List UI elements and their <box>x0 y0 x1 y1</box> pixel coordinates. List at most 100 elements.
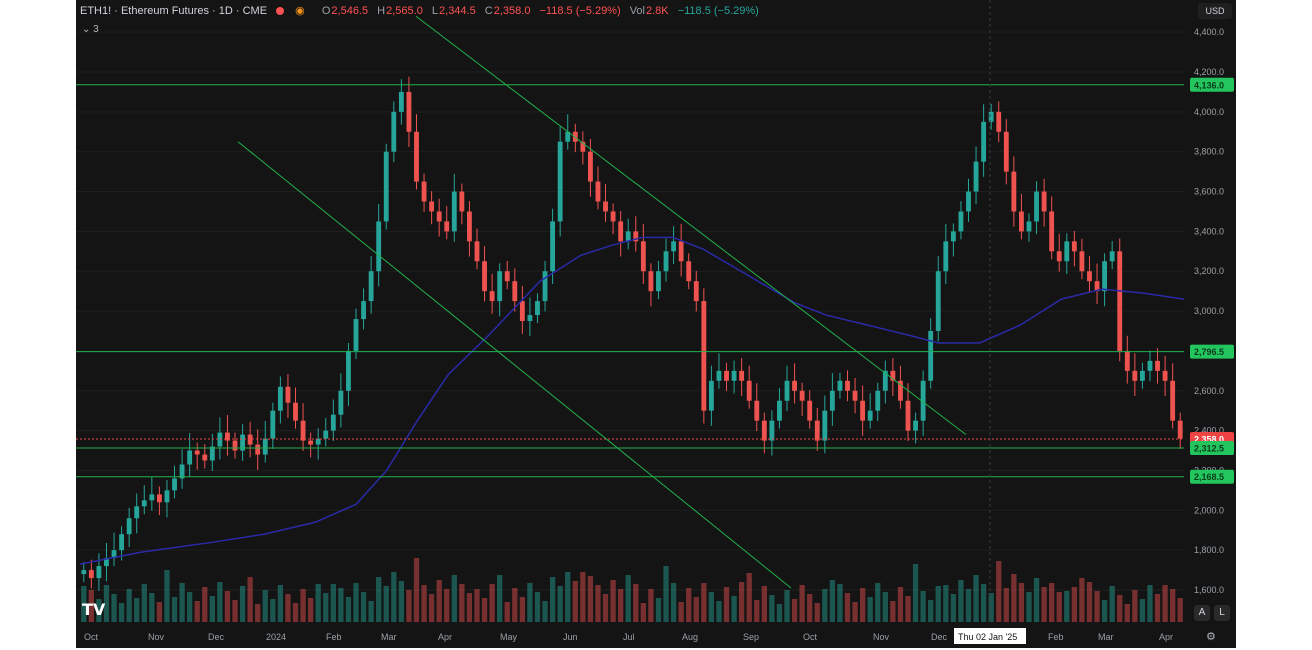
price-badge <box>1190 77 1234 92</box>
price-badge <box>1190 344 1234 359</box>
volume-bar <box>186 592 193 622</box>
candle <box>882 370 888 391</box>
candle <box>860 400 866 421</box>
candle <box>1049 211 1055 252</box>
volume-bar <box>421 585 427 622</box>
gear-icon[interactable]: ⚙ <box>1206 631 1216 643</box>
volume-bar <box>882 592 888 622</box>
candle <box>406 91 412 132</box>
volume-bar <box>338 588 344 622</box>
volume-bar <box>867 597 873 622</box>
volume-bar <box>88 590 94 622</box>
candle <box>1056 251 1062 262</box>
volume-bar <box>118 603 125 622</box>
high-key: H <box>377 5 386 17</box>
candle <box>141 500 147 507</box>
candle <box>898 380 903 401</box>
candle <box>308 440 314 445</box>
x-tick-label: Feb <box>1048 632 1064 642</box>
volume-bar <box>1056 592 1062 622</box>
candle <box>1177 420 1183 439</box>
candle <box>1026 221 1032 232</box>
log-scale-button[interactable]: L <box>1214 605 1230 621</box>
candle <box>209 446 215 461</box>
volume-bar <box>497 575 503 622</box>
price-chart[interactable]: 4,400.0 4,200.0 4,000.0 3,800.0 3,600.0 3,400… <box>76 0 1236 648</box>
volume-bar <box>232 600 238 622</box>
symbol-title[interactable]: ETH1! · Ethereum Futures · 1D · CME <box>80 5 268 17</box>
x-tick-label: 2024 <box>266 632 286 642</box>
alert-icon[interactable]: ◉ <box>295 5 305 17</box>
y-tick-label: 3,200.0 <box>1194 266 1224 276</box>
candle <box>988 111 994 122</box>
candle <box>996 111 1002 132</box>
candle <box>739 370 745 381</box>
candle <box>1094 281 1100 292</box>
y-tick-label: 3,800.0 <box>1194 147 1224 157</box>
candle <box>754 400 760 421</box>
volume-bar <box>519 597 526 622</box>
candle <box>701 301 707 411</box>
volume-bar <box>799 585 805 622</box>
volume-bar <box>746 573 752 622</box>
volume-bar <box>1026 592 1032 622</box>
volume-bar <box>270 599 276 622</box>
y-tick-label: 2,400.0 <box>1194 426 1224 436</box>
open-key: O <box>321 5 331 17</box>
chart-header: ETH1! · Ethereum Futures · 1D · CME ◉ O2… <box>80 4 765 17</box>
x-tick-label: Jun <box>563 632 578 642</box>
market-status-dot-icon <box>276 7 285 16</box>
candle <box>247 434 253 445</box>
candle <box>656 271 661 292</box>
candle <box>240 434 245 451</box>
candle <box>1087 271 1092 282</box>
candle <box>111 550 117 559</box>
volume-bar <box>549 577 556 622</box>
volume-bar <box>255 604 261 622</box>
volume-bar <box>837 584 843 622</box>
volume-bar <box>292 603 299 622</box>
volume-bar <box>1079 578 1085 622</box>
volume-bar <box>323 593 329 622</box>
volume-bar <box>1162 585 1168 622</box>
volume-bar <box>179 583 185 622</box>
candle <box>633 231 639 242</box>
volume-bar <box>534 592 541 622</box>
price-badge-label: 2,312.5 <box>1194 444 1224 454</box>
candle <box>323 430 329 439</box>
candle <box>663 251 669 272</box>
candle <box>255 444 261 455</box>
volume-bar <box>406 590 412 622</box>
currency-selector[interactable]: USD <box>1198 3 1232 19</box>
volume-bar <box>1117 595 1123 622</box>
candle <box>391 111 397 152</box>
volume-bar <box>897 587 904 622</box>
indicators-toggle[interactable]: ⌄ 3 <box>82 24 99 35</box>
x-tick-label: Apr <box>1159 632 1173 642</box>
chart-frame[interactable]: 4,400.0 4,200.0 4,000.0 3,800.0 3,600.0 3,400… <box>76 0 1236 648</box>
moving-average-line <box>79 236 1185 565</box>
candle <box>1079 251 1085 272</box>
candle <box>134 506 140 519</box>
price-badge <box>1190 441 1234 456</box>
vol-key: Vol <box>629 5 645 17</box>
candle <box>920 380 926 421</box>
candle <box>1034 191 1039 222</box>
volume-bar <box>489 584 495 622</box>
y-tick-label: 3,600.0 <box>1194 187 1224 197</box>
volume-bar <box>428 594 435 622</box>
y-tick-label: 4,400.0 <box>1194 27 1224 37</box>
volume-bar <box>935 586 941 622</box>
volume-bar <box>1177 598 1183 622</box>
candle <box>935 271 941 331</box>
candle <box>829 390 835 411</box>
volume-bar <box>905 596 911 622</box>
volume-bar <box>1094 591 1100 622</box>
candle <box>482 261 487 292</box>
auto-scale-button[interactable]: A <box>1194 605 1210 621</box>
x-tick-label: Oct <box>84 632 99 642</box>
candle <box>217 432 223 447</box>
candle <box>875 390 881 411</box>
volume-bar <box>565 572 571 622</box>
candle <box>293 402 298 421</box>
